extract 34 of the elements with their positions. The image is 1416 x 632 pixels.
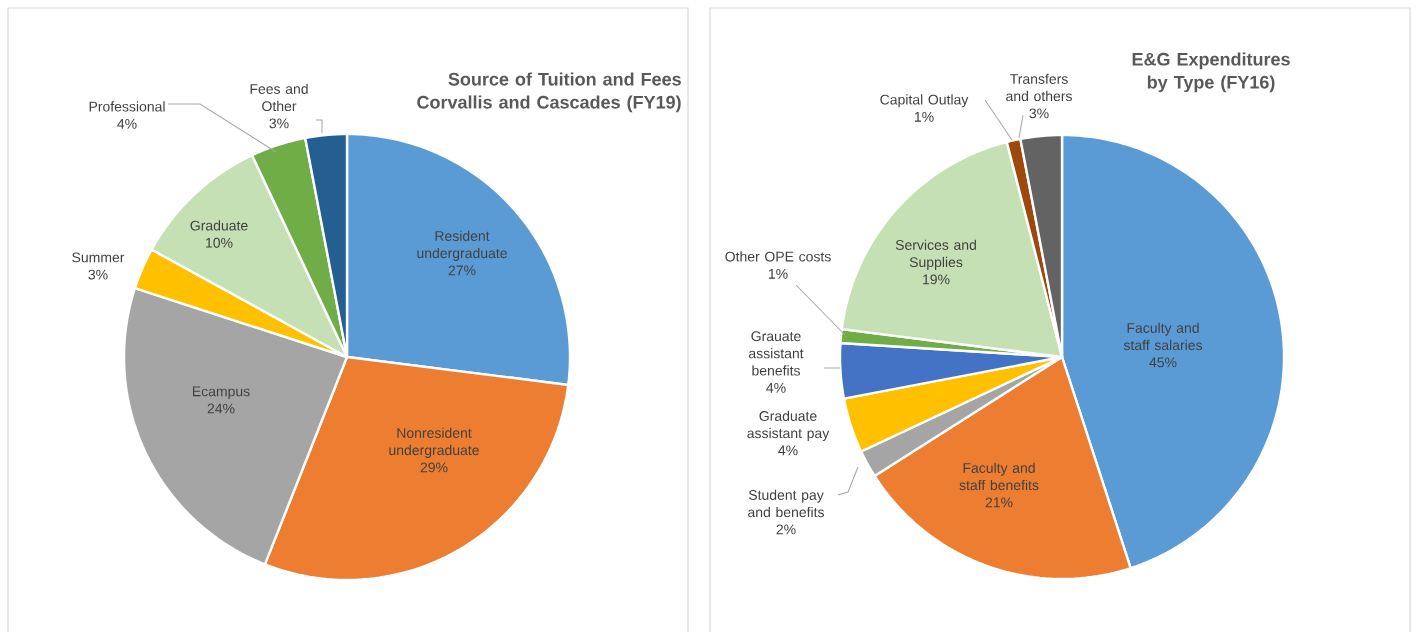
slice-label: Resident undergraduate — [417, 230, 507, 261]
slice-label: Faculty and staff benefits — [959, 462, 1039, 491]
slice-label: Capital Outlay — [880, 94, 969, 108]
data-label: 19% — [923, 274, 950, 285]
data-label: 45% — [1149, 357, 1177, 368]
data-label: 27% — [448, 265, 476, 276]
slice-label: Other OPE costs — [725, 251, 831, 262]
slice-label: Graduate assistant pay — [747, 410, 830, 441]
data-label: 1% — [914, 111, 934, 122]
data-label: 3% — [1029, 108, 1049, 119]
chart-title: Source of Tuition and Fees Corvallis and Cascades (FY19) — [417, 72, 681, 113]
slice-label: Professional — [89, 101, 165, 112]
slice-label: Grauate assistant benefits — [748, 331, 804, 376]
slice-label: Services and Supplies — [895, 239, 976, 270]
data-label: 24% — [207, 403, 235, 414]
slice-label: Student pay and benefits — [748, 489, 825, 518]
data-label: 4% — [117, 118, 137, 129]
data-label: 3% — [269, 118, 289, 129]
slice-label: Graduate — [190, 220, 248, 231]
slice-label: Nonresident undergraduate — [389, 427, 479, 458]
data-label: 4% — [766, 382, 786, 393]
data-label: 2% — [776, 524, 796, 535]
data-label: 10% — [206, 237, 233, 248]
data-label: 21% — [985, 497, 1013, 508]
slice-label: Fees and Other — [250, 83, 308, 112]
slice-label: Transfers and others — [1006, 73, 1072, 102]
chart-title: E&G Expenditures by Type (FY16) — [1132, 52, 1290, 93]
data-label: 4% — [778, 445, 798, 456]
slice-label: Summer — [72, 252, 125, 263]
data-label: 1% — [768, 268, 788, 279]
slice-label: Faculty and staff salaries — [1123, 322, 1203, 351]
data-label: 3% — [88, 269, 108, 280]
slice-label: Ecampus — [192, 386, 250, 400]
data-label: 29% — [420, 462, 448, 473]
